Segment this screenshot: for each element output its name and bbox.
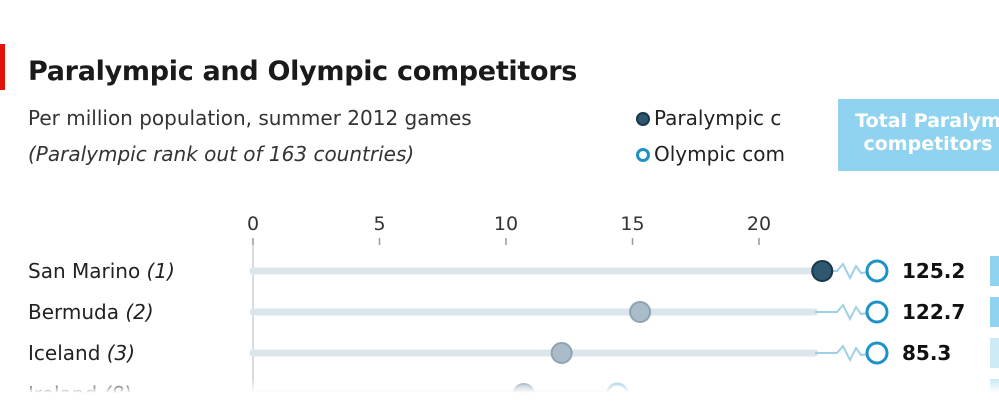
row-label: Bermuda (2) (28, 300, 154, 324)
legend-olympic-label: Olympic com (654, 142, 785, 166)
row-bermuda: Bermuda (2) 122.7 (28, 300, 965, 324)
total-header-line2: competitors (863, 133, 993, 155)
country-rank: (2) (125, 300, 153, 324)
x-tick-label: 10 (494, 213, 518, 235)
axis-break-icon (815, 262, 878, 281)
row-iceland: Iceland (3) 85.3 (28, 341, 951, 365)
olympic-ring (865, 300, 889, 324)
olympic-ring-icon (636, 148, 650, 162)
legend-paralympic-label: Paralympic c (654, 106, 782, 130)
chart-title: Paralympic and Olympic competitors (28, 56, 578, 87)
row-label: Iceland (3) (28, 341, 135, 365)
total-competitors-header: Total Paralym competitors (838, 99, 999, 171)
paralympic-dot (550, 342, 573, 364)
country-name: Bermuda (28, 300, 125, 324)
olympic-value-label: 122.7 (902, 300, 965, 324)
country-name: San Marino (28, 259, 147, 283)
x-tick-label: 5 (373, 213, 385, 235)
legend-paralympic: Paralympic c (636, 106, 808, 130)
paralympic-dot (811, 260, 834, 282)
chart-note: (Paralympic rank out of 163 countries) (28, 142, 415, 166)
x-tick-label: 0 (247, 213, 259, 235)
row-san-marino: San Marino (1) 125.2 (28, 259, 965, 283)
x-tick-label: 20 (747, 213, 771, 235)
total-bar-0 (990, 256, 999, 286)
paralympic-dot-icon (636, 112, 650, 126)
country-rank: (3) (107, 341, 135, 365)
total-bar-1 (990, 297, 999, 327)
x-tick-label: 15 (620, 213, 644, 235)
row-label: San Marino (1) (28, 259, 175, 283)
legend-olympic: Olympic com (636, 142, 808, 166)
chart-subtitle: Per million population, summer 2012 game… (28, 106, 472, 130)
axis-break-icon (815, 344, 878, 363)
olympic-value-label: 125.2 (902, 259, 965, 283)
olympic-value-label: 85.3 (902, 341, 951, 365)
olympic-ring (865, 341, 889, 365)
total-header-line1: Total Paralym (855, 110, 999, 132)
axis-break-icon (815, 303, 878, 322)
country-name: Iceland (28, 341, 107, 365)
total-bar-2 (990, 338, 999, 368)
bottom-fade (0, 380, 999, 417)
country-rank: (1) (147, 259, 175, 283)
brand-red-tab (0, 44, 5, 90)
paralympic-dot (629, 301, 652, 323)
olympic-ring (865, 259, 889, 283)
